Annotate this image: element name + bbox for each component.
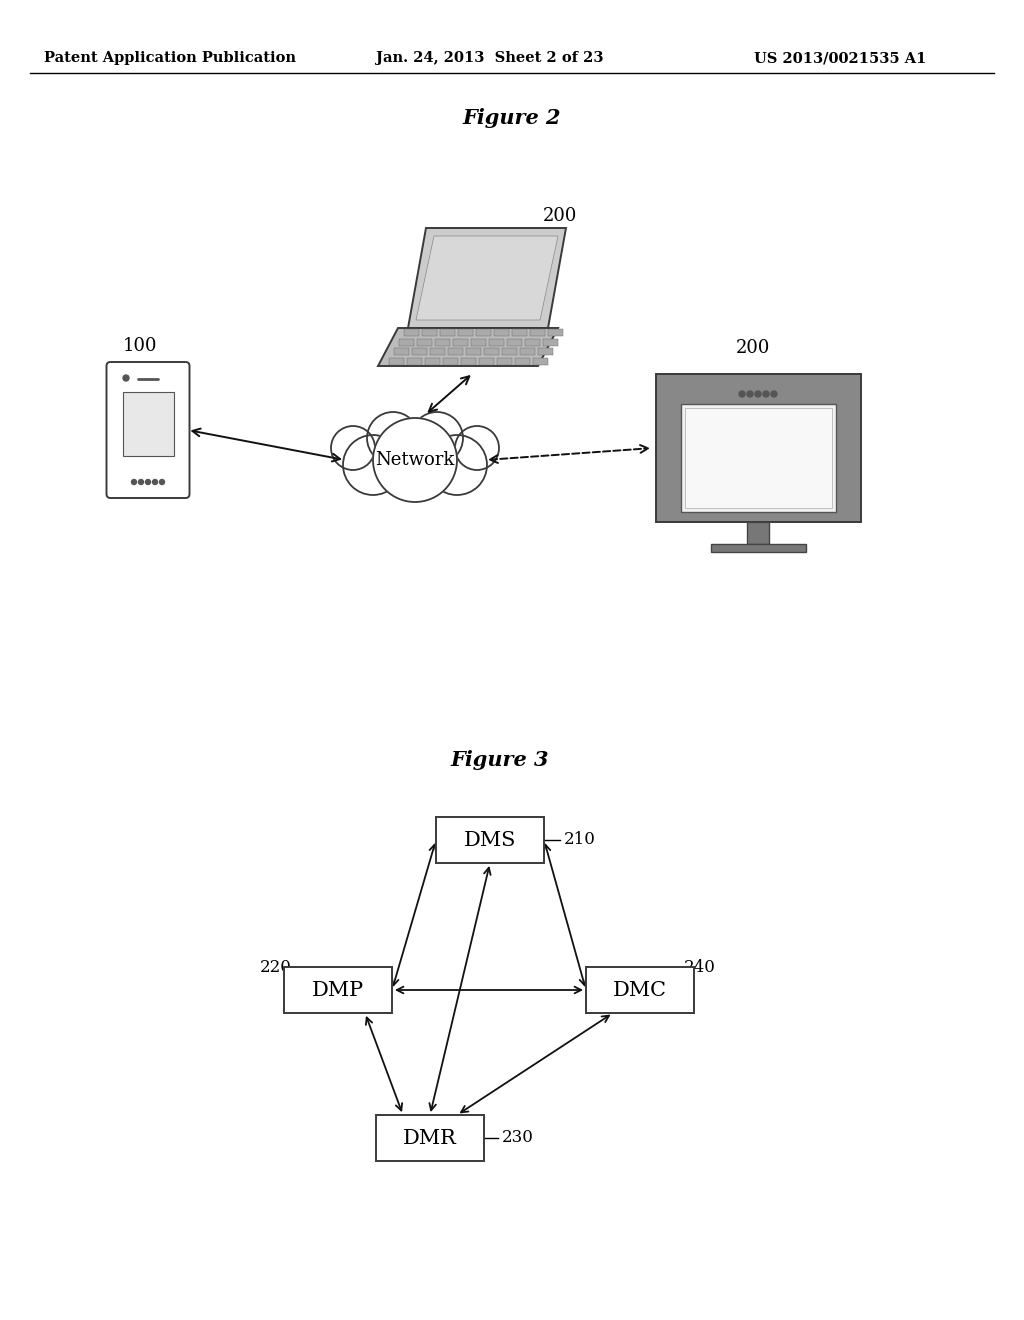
Text: 240: 240	[684, 960, 716, 977]
Polygon shape	[548, 329, 562, 337]
Polygon shape	[453, 339, 468, 346]
Text: Figure 2: Figure 2	[463, 108, 561, 128]
Circle shape	[145, 479, 151, 484]
Text: 200: 200	[736, 339, 770, 356]
Circle shape	[763, 391, 769, 397]
Text: DMP: DMP	[312, 981, 365, 999]
Circle shape	[332, 426, 374, 469]
Polygon shape	[507, 339, 521, 346]
Polygon shape	[497, 358, 512, 364]
Bar	[746, 521, 769, 544]
Bar	[655, 374, 860, 521]
Circle shape	[331, 426, 375, 470]
Circle shape	[131, 479, 136, 484]
Polygon shape	[439, 329, 455, 337]
Polygon shape	[403, 329, 419, 337]
Polygon shape	[519, 348, 535, 355]
Polygon shape	[532, 358, 548, 364]
Circle shape	[160, 479, 165, 484]
Circle shape	[343, 436, 403, 495]
Text: Figure 3: Figure 3	[451, 750, 549, 770]
Polygon shape	[538, 348, 553, 355]
Circle shape	[344, 436, 402, 494]
Polygon shape	[470, 339, 485, 346]
Text: 100: 100	[123, 337, 158, 355]
Polygon shape	[416, 236, 558, 319]
Polygon shape	[483, 348, 499, 355]
Polygon shape	[512, 329, 526, 337]
Polygon shape	[378, 327, 558, 366]
Polygon shape	[447, 348, 463, 355]
FancyBboxPatch shape	[106, 362, 189, 498]
Circle shape	[367, 412, 419, 465]
Polygon shape	[388, 358, 403, 364]
Polygon shape	[407, 358, 422, 364]
Bar	[711, 544, 806, 552]
Polygon shape	[475, 329, 490, 337]
Text: DMR: DMR	[403, 1129, 457, 1147]
Polygon shape	[422, 329, 436, 337]
Polygon shape	[417, 339, 432, 346]
Circle shape	[368, 413, 418, 463]
Polygon shape	[466, 348, 480, 355]
Text: 220: 220	[260, 960, 292, 977]
Text: Patent Application Publication: Patent Application Publication	[44, 51, 296, 65]
Polygon shape	[543, 339, 558, 346]
Circle shape	[428, 436, 486, 494]
Bar	[684, 408, 831, 508]
Polygon shape	[514, 358, 529, 364]
Circle shape	[374, 418, 456, 502]
Polygon shape	[429, 348, 444, 355]
Circle shape	[373, 418, 457, 502]
Bar	[284, 968, 392, 1012]
Circle shape	[455, 426, 499, 470]
Circle shape	[755, 391, 761, 397]
Polygon shape	[412, 348, 427, 355]
Bar	[123, 392, 173, 455]
Circle shape	[153, 479, 158, 484]
Circle shape	[427, 436, 487, 495]
Bar	[436, 817, 544, 863]
Text: 210: 210	[564, 832, 596, 849]
Polygon shape	[425, 358, 439, 364]
Bar	[681, 404, 836, 512]
Text: Network: Network	[376, 451, 455, 469]
Circle shape	[739, 391, 745, 397]
Text: 200: 200	[543, 207, 578, 224]
Bar	[586, 968, 694, 1012]
Circle shape	[771, 391, 777, 397]
Text: 230: 230	[502, 1130, 534, 1147]
Polygon shape	[434, 339, 450, 346]
Circle shape	[746, 391, 753, 397]
Circle shape	[412, 413, 462, 463]
Circle shape	[138, 479, 143, 484]
Polygon shape	[458, 329, 473, 337]
Text: DMS: DMS	[464, 830, 516, 850]
Polygon shape	[494, 329, 509, 337]
Polygon shape	[461, 358, 476, 364]
Text: DMC: DMC	[613, 981, 667, 999]
Polygon shape	[398, 339, 414, 346]
Polygon shape	[502, 348, 517, 355]
Polygon shape	[488, 339, 504, 346]
Polygon shape	[524, 339, 540, 346]
Circle shape	[123, 375, 129, 381]
Circle shape	[456, 426, 498, 469]
Circle shape	[411, 412, 463, 465]
Polygon shape	[408, 228, 566, 327]
Polygon shape	[442, 358, 458, 364]
Text: Jan. 24, 2013  Sheet 2 of 23: Jan. 24, 2013 Sheet 2 of 23	[376, 51, 604, 65]
Polygon shape	[393, 348, 409, 355]
Polygon shape	[478, 358, 494, 364]
Text: US 2013/0021535 A1: US 2013/0021535 A1	[754, 51, 926, 65]
Bar	[376, 1115, 484, 1162]
Polygon shape	[529, 329, 545, 337]
